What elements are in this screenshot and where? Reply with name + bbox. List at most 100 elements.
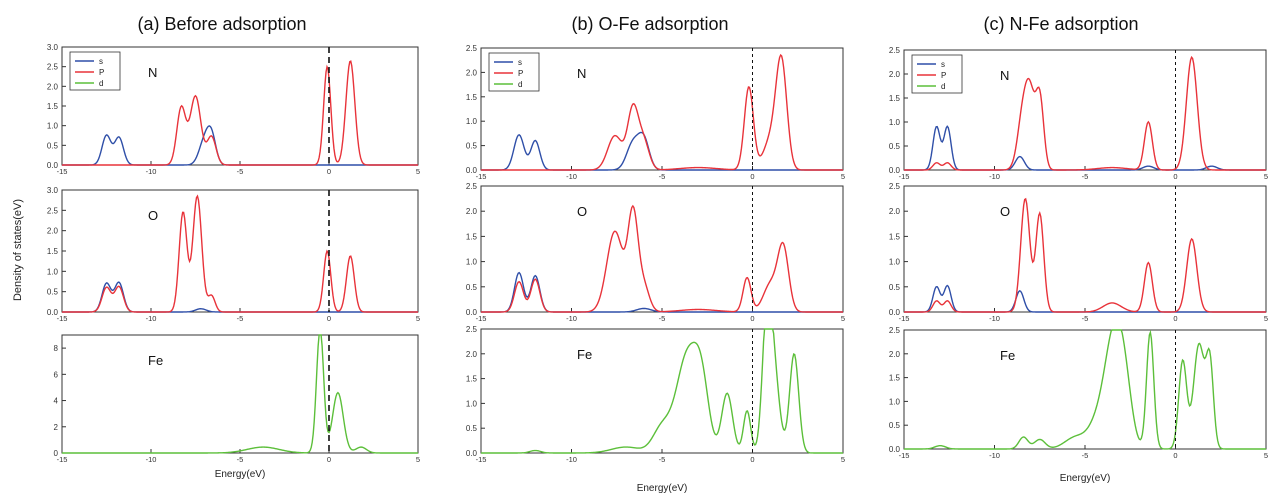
x-tick-label: -15 xyxy=(476,314,487,323)
chart-3: (c) N-Fe adsorption Energy(eV) 0.0 0.5 1.0 1.… xyxy=(889,14,1268,484)
y-tick-label: 2.0 xyxy=(889,350,901,359)
y-tick-label: 2.5 xyxy=(47,63,59,72)
y-axis-label: Density of states(eV) xyxy=(12,199,24,301)
chart-title: (b) O-Fe adsorption xyxy=(571,14,728,34)
y-tick-label: 1.0 xyxy=(889,118,901,127)
series-p-line xyxy=(62,60,418,166)
y-tick-label: 0.0 xyxy=(47,161,59,170)
x-tick-label: -10 xyxy=(146,167,157,176)
panel-label-fe: Fe xyxy=(577,347,592,362)
y-tick-label: 2.5 xyxy=(889,326,901,335)
series-d-line xyxy=(481,328,843,454)
x-tick-label: -10 xyxy=(566,172,577,181)
series-s-line xyxy=(481,131,843,171)
y-tick-label: 1.5 xyxy=(889,374,901,383)
y-tick-label: 0.5 xyxy=(889,421,901,430)
y-tick-label: 2.5 xyxy=(466,325,478,334)
x-tick-label: 5 xyxy=(416,455,420,464)
y-tick-label: 2.0 xyxy=(889,207,901,216)
series-d-line xyxy=(62,334,418,454)
x-tick-label: -15 xyxy=(476,172,487,181)
x-tick-label: 5 xyxy=(416,167,420,176)
x-tick-label: 0 xyxy=(750,314,754,323)
y-tick-label: 1.0 xyxy=(889,397,901,406)
chart-1: (a) Before adsorption Energy(eV) 0.0 0.5 1.0… xyxy=(47,14,420,480)
y-tick-label: 0.5 xyxy=(466,142,478,151)
y-tick-label: 0.0 xyxy=(466,449,478,458)
x-axis-label: Energy(eV) xyxy=(637,483,688,494)
x-tick-label: -15 xyxy=(57,455,68,464)
x-tick-label: -5 xyxy=(237,455,244,464)
x-tick-label: -5 xyxy=(237,167,244,176)
y-tick-label: 2.5 xyxy=(466,44,478,53)
x-tick-label: 0 xyxy=(327,314,331,323)
y-tick-label: 1.0 xyxy=(466,399,478,408)
y-tick-label: 1.5 xyxy=(466,93,478,102)
legend-label-s: s xyxy=(518,58,522,67)
legend-label-d: d xyxy=(99,79,103,88)
chart-2: (b) O-Fe adsorption Energy(eV) 0.0 0.5 1.0 1.… xyxy=(466,14,845,494)
x-tick-label: -10 xyxy=(566,455,577,464)
legend: sPd xyxy=(69,51,121,91)
x-tick-label: 5 xyxy=(841,455,845,464)
x-tick-label: 0 xyxy=(1173,314,1177,323)
x-tick-label: -10 xyxy=(146,314,157,323)
y-tick-label: 2.0 xyxy=(47,227,59,236)
panel-o: 0.0 0.5 1.0 1.5 2.0 2.5 -15 -10 -5 0 5 O xyxy=(889,182,1268,323)
y-tick-label: 2.0 xyxy=(47,82,59,91)
series-p-line xyxy=(904,197,1266,313)
y-tick-label: 6 xyxy=(54,370,59,379)
y-tick-label: 0.5 xyxy=(466,283,478,292)
panel-frame xyxy=(61,189,419,313)
y-tick-label: 0.0 xyxy=(889,308,901,317)
x-tick-label: -5 xyxy=(659,455,666,464)
panel-label-fe: Fe xyxy=(148,353,163,368)
y-tick-label: 4 xyxy=(54,397,59,406)
panel-label-o: O xyxy=(577,204,587,219)
x-tick-label: -5 xyxy=(659,172,666,181)
y-tick-label: 0 xyxy=(54,449,59,458)
x-tick-label: 0 xyxy=(750,172,754,181)
chart-title: (a) Before adsorption xyxy=(137,14,306,34)
y-tick-label: 0.5 xyxy=(889,283,901,292)
panel-frame xyxy=(61,334,419,454)
x-tick-label: -10 xyxy=(989,172,1000,181)
y-tick-label: 0.5 xyxy=(47,288,59,297)
x-tick-label: 5 xyxy=(841,314,845,323)
x-tick-label: -15 xyxy=(899,314,910,323)
y-tick-label: 2.5 xyxy=(889,46,901,55)
x-tick-label: -10 xyxy=(146,455,157,464)
x-tick-label: -5 xyxy=(237,314,244,323)
panel-fe: 0.0 0.5 1.0 1.5 2.0 2.5 -15 -10 -5 0 5 Fe xyxy=(466,325,845,464)
x-tick-label: 0 xyxy=(327,455,331,464)
x-tick-label: 5 xyxy=(1264,451,1268,460)
series-s-line xyxy=(62,281,418,313)
y-tick-label: 2.5 xyxy=(47,206,59,215)
panel-label-n: N xyxy=(577,66,586,81)
x-tick-label: 5 xyxy=(416,314,420,323)
y-tick-label: 1.5 xyxy=(466,375,478,384)
x-tick-label: -15 xyxy=(899,172,910,181)
y-tick-label: 1.5 xyxy=(47,247,59,256)
panel-fe: 0 2 4 6 8 -15 -10 -5 0 5 Fe xyxy=(54,334,420,464)
y-tick-label: 2.0 xyxy=(466,350,478,359)
panel-label-o: O xyxy=(1000,204,1010,219)
x-tick-label: -15 xyxy=(57,167,68,176)
x-axis-label: Energy(eV) xyxy=(215,469,266,480)
panel-o: 0.0 0.5 1.0 1.5 2.0 2.5 3.0 -15 -10 -5 0 5 O xyxy=(47,186,420,323)
x-tick-label: -5 xyxy=(1082,314,1089,323)
y-tick-label: 0.0 xyxy=(889,445,901,454)
y-tick-label: 2.5 xyxy=(889,182,901,191)
series-p-line xyxy=(904,55,1266,171)
x-tick-label: -15 xyxy=(899,451,910,460)
legend-label-p: P xyxy=(99,68,104,77)
legend-label-s: s xyxy=(99,57,103,66)
x-tick-label: -10 xyxy=(566,314,577,323)
x-tick-label: -10 xyxy=(989,451,1000,460)
series-p-line xyxy=(481,53,843,171)
y-tick-label: 1.0 xyxy=(466,258,478,267)
